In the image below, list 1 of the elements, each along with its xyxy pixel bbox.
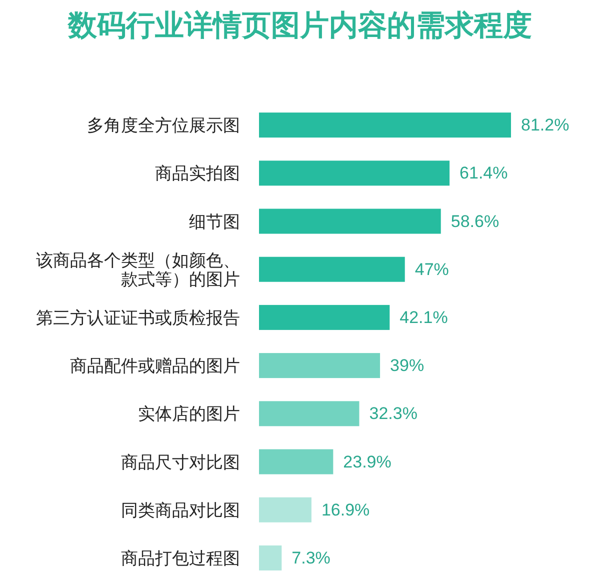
title: 数码行业详情页图片内容的需求程度 (68, 10, 532, 42)
